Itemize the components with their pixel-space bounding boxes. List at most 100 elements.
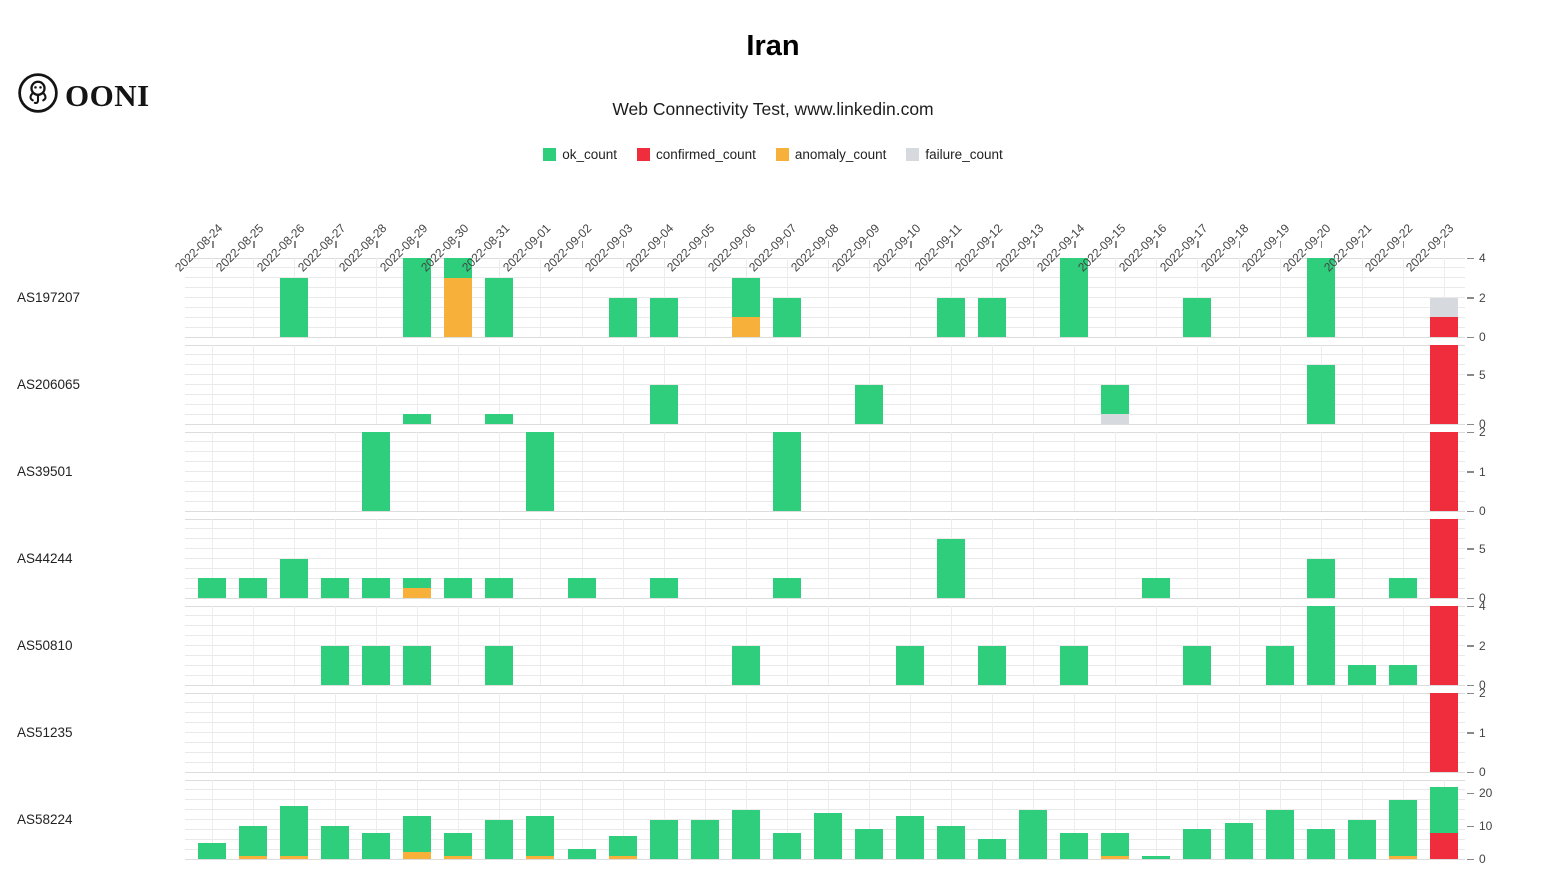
bar-2022-09-07-ok[interactable]: [772, 297, 801, 337]
bar-2022-08-25-anomaly[interactable]: [239, 855, 268, 859]
bar-2022-09-12-ok[interactable]: [978, 645, 1007, 685]
bar-2022-09-20-ok[interactable]: [1306, 364, 1335, 424]
bar-2022-09-17-ok[interactable]: [1183, 297, 1212, 337]
bar-2022-09-15-ok[interactable]: [1101, 384, 1130, 415]
bar-2022-09-01-ok[interactable]: [526, 432, 555, 511]
bar-2022-09-17-ok[interactable]: [1183, 645, 1212, 685]
bar-2022-09-23-confirmed[interactable]: [1429, 832, 1458, 859]
bar-2022-08-28-ok[interactable]: [362, 432, 391, 511]
bar-2022-09-03-ok[interactable]: [608, 835, 637, 856]
bar-2022-08-31-ok[interactable]: [485, 578, 514, 598]
bar-2022-09-11-ok[interactable]: [937, 297, 966, 337]
bar-2022-09-23-confirmed[interactable]: [1429, 693, 1458, 772]
bar-2022-09-03-anomaly[interactable]: [608, 855, 637, 859]
bar-2022-09-23-failure[interactable]: [1429, 297, 1458, 318]
bar-2022-09-19-ok[interactable]: [1265, 645, 1294, 685]
bar-2022-08-27-ok[interactable]: [321, 826, 350, 859]
bar-2022-09-23-confirmed[interactable]: [1429, 345, 1458, 424]
bar-2022-09-06-anomaly[interactable]: [731, 317, 760, 337]
bar-2022-09-03-ok[interactable]: [608, 297, 637, 337]
bar-2022-09-07-ok[interactable]: [772, 432, 801, 511]
bar-2022-09-02-ok[interactable]: [567, 578, 596, 598]
bar-2022-08-31-ok[interactable]: [485, 277, 514, 337]
legend-item-anomaly[interactable]: anomaly_count: [775, 147, 886, 162]
bar-2022-09-23-ok[interactable]: [1429, 786, 1458, 833]
bar-2022-09-01-anomaly[interactable]: [526, 855, 555, 859]
bar-2022-09-15-anomaly[interactable]: [1101, 855, 1130, 859]
bar-2022-09-21-ok[interactable]: [1347, 819, 1376, 859]
bar-2022-09-15-failure[interactable]: [1101, 414, 1130, 424]
legend-item-failure[interactable]: failure_count: [906, 147, 1003, 162]
bar-2022-09-18-ok[interactable]: [1224, 822, 1253, 859]
legend-item-confirmed[interactable]: confirmed_count: [637, 147, 756, 162]
bar-2022-09-23-confirmed[interactable]: [1429, 432, 1458, 511]
bar-2022-09-22-ok[interactable]: [1388, 799, 1417, 856]
bar-2022-09-06-ok[interactable]: [731, 277, 760, 318]
bar-2022-08-24-ok[interactable]: [198, 842, 226, 859]
bar-2022-08-31-ok[interactable]: [485, 645, 514, 685]
bar-2022-09-04-ok[interactable]: [649, 297, 678, 337]
bar-2022-09-10-ok[interactable]: [896, 816, 925, 859]
bar-2022-08-25-ok[interactable]: [239, 826, 268, 856]
bar-2022-09-07-ok[interactable]: [772, 832, 801, 859]
bar-2022-09-14-ok[interactable]: [1060, 645, 1089, 685]
bar-2022-08-28-ok[interactable]: [362, 578, 391, 598]
bar-2022-08-26-ok[interactable]: [280, 558, 309, 598]
bar-2022-08-29-ok[interactable]: [403, 578, 432, 589]
bar-2022-09-06-ok[interactable]: [731, 809, 760, 859]
bar-2022-09-16-ok[interactable]: [1142, 578, 1171, 598]
bar-2022-09-12-ok[interactable]: [978, 839, 1007, 859]
bar-2022-08-30-anomaly[interactable]: [444, 855, 473, 859]
bar-2022-09-06-ok[interactable]: [731, 645, 760, 685]
bar-2022-08-25-ok[interactable]: [239, 578, 268, 598]
bar-2022-08-29-ok[interactable]: [403, 816, 432, 853]
bar-2022-09-07-ok[interactable]: [772, 578, 801, 598]
bar-2022-08-26-ok[interactable]: [280, 277, 309, 337]
bar-2022-08-30-anomaly[interactable]: [444, 277, 473, 337]
bar-2022-09-20-ok[interactable]: [1306, 258, 1335, 337]
bar-2022-09-08-ok[interactable]: [813, 812, 842, 859]
bar-2022-09-20-ok[interactable]: [1306, 606, 1335, 685]
bar-2022-09-23-confirmed[interactable]: [1429, 317, 1458, 337]
bar-2022-08-27-ok[interactable]: [321, 578, 350, 598]
bar-2022-09-19-ok[interactable]: [1265, 809, 1294, 859]
bar-2022-08-27-ok[interactable]: [321, 645, 350, 685]
bar-2022-09-10-ok[interactable]: [896, 645, 925, 685]
bar-2022-09-02-ok[interactable]: [567, 849, 596, 859]
bar-2022-09-04-ok[interactable]: [649, 578, 678, 598]
bar-2022-08-29-ok[interactable]: [403, 414, 432, 424]
bar-2022-09-22-anomaly[interactable]: [1388, 855, 1417, 859]
bar-2022-09-20-ok[interactable]: [1306, 558, 1335, 598]
bar-2022-08-26-ok[interactable]: [280, 806, 309, 856]
bar-2022-08-29-ok[interactable]: [403, 645, 432, 685]
bar-2022-08-29-anomaly[interactable]: [403, 852, 432, 859]
bar-2022-09-21-ok[interactable]: [1347, 665, 1376, 685]
bar-2022-09-22-ok[interactable]: [1388, 665, 1417, 685]
bar-2022-09-09-ok[interactable]: [854, 829, 883, 859]
bar-2022-09-04-ok[interactable]: [649, 819, 678, 859]
bar-2022-09-15-ok[interactable]: [1101, 832, 1130, 856]
bar-2022-08-24-ok[interactable]: [198, 578, 226, 598]
bar-2022-09-23-confirmed[interactable]: [1429, 519, 1458, 598]
bar-2022-09-05-ok[interactable]: [690, 819, 719, 859]
bar-2022-09-22-ok[interactable]: [1388, 578, 1417, 598]
bar-2022-08-29-ok[interactable]: [403, 258, 432, 337]
bar-2022-08-30-ok[interactable]: [444, 578, 473, 598]
bar-2022-08-28-ok[interactable]: [362, 832, 391, 859]
bar-2022-08-26-anomaly[interactable]: [280, 855, 309, 859]
bar-2022-09-01-ok[interactable]: [526, 816, 555, 856]
bar-2022-09-20-ok[interactable]: [1306, 829, 1335, 859]
bar-2022-08-29-anomaly[interactable]: [403, 588, 432, 598]
bar-2022-09-04-ok[interactable]: [649, 384, 678, 424]
bar-2022-09-11-ok[interactable]: [937, 826, 966, 859]
bar-2022-08-31-ok[interactable]: [485, 414, 514, 424]
bar-2022-09-17-ok[interactable]: [1183, 829, 1212, 859]
legend-item-ok[interactable]: ok_count: [543, 147, 617, 162]
bar-2022-09-14-ok[interactable]: [1060, 832, 1089, 859]
bar-2022-09-23-confirmed[interactable]: [1429, 606, 1458, 685]
bar-2022-09-14-ok[interactable]: [1060, 258, 1089, 337]
bar-2022-08-31-ok[interactable]: [485, 819, 514, 859]
bar-2022-09-16-ok[interactable]: [1142, 855, 1171, 859]
bar-2022-08-28-ok[interactable]: [362, 645, 391, 685]
bar-2022-08-30-ok[interactable]: [444, 258, 473, 278]
